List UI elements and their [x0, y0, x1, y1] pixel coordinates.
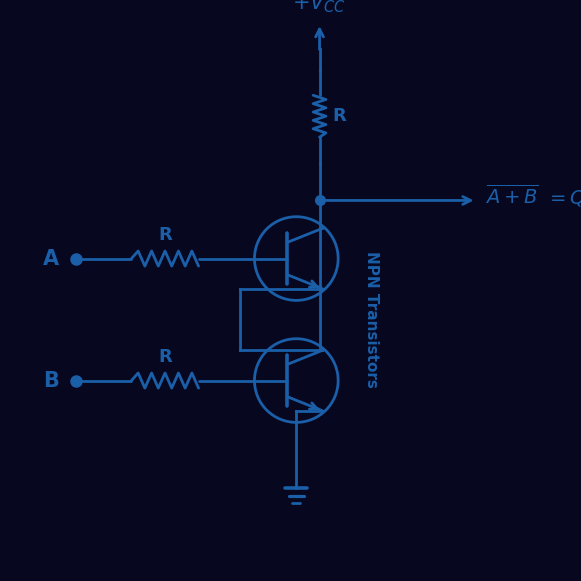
Text: A: A: [43, 249, 59, 268]
Text: NPN Transistors: NPN Transistors: [364, 251, 379, 388]
Text: B: B: [44, 371, 59, 390]
Text: R: R: [158, 226, 172, 244]
Text: $+V_{CC}$: $+V_{CC}$: [292, 0, 347, 15]
Text: $\overline{A+B}$: $\overline{A+B}$: [485, 184, 539, 207]
Text: $= Q$: $= Q$: [546, 188, 581, 208]
Text: R: R: [158, 348, 172, 366]
Text: R: R: [332, 107, 346, 125]
